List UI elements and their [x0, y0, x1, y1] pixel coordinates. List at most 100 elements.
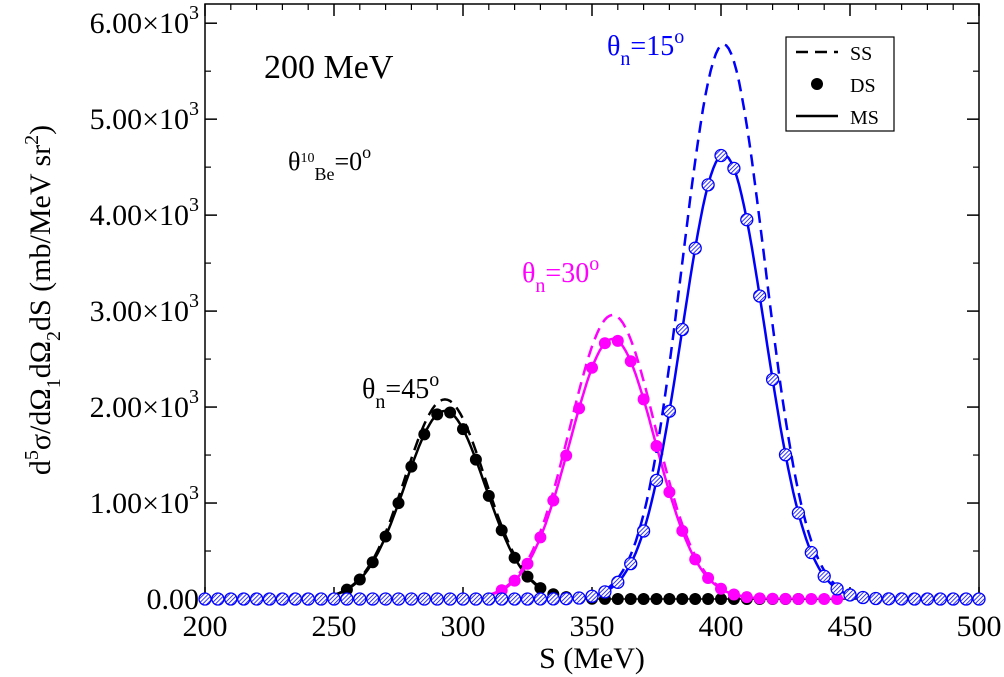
- ds-point-1: [624, 355, 637, 368]
- x-tick-label: 250: [312, 610, 357, 643]
- ds-point-2: [430, 592, 444, 606]
- series-label-0: θn=45o: [362, 369, 439, 413]
- ds-point-2: [275, 592, 290, 606]
- ds-point-1: [598, 337, 611, 350]
- ds-point-2: [740, 213, 754, 227]
- ds-point-0: [624, 592, 637, 605]
- ds-point-2: [249, 592, 264, 606]
- text-labels: θn=45o θn=30o θn=15o: [362, 26, 684, 413]
- y-tick-label: 1.00×103: [90, 482, 199, 520]
- ds-point-1: [715, 582, 727, 595]
- ds-point-2: [675, 322, 689, 337]
- ds-point-2: [933, 592, 947, 606]
- ds-point-1: [611, 334, 624, 347]
- ds-point-2: [894, 592, 909, 606]
- ds-point-0: [353, 573, 366, 586]
- ds-point-1: [831, 592, 844, 605]
- annotation-theta-be: θ10Be=0o: [288, 142, 371, 184]
- ds-point-1: [792, 592, 805, 605]
- ds-point-0: [444, 406, 457, 419]
- x-tick-label: 350: [570, 610, 615, 643]
- ds-point-2: [882, 592, 896, 606]
- ds-point-1: [663, 486, 676, 499]
- ds-point-2: [791, 506, 806, 520]
- ds-point-1: [508, 574, 521, 587]
- ds-point-0: [495, 524, 508, 537]
- ds-point-2: [611, 575, 625, 589]
- ds-point-2: [649, 473, 664, 487]
- ds-point-2: [495, 592, 509, 606]
- ds-point-2: [469, 592, 483, 606]
- ds-point-0: [702, 593, 715, 605]
- ds-point-1: [534, 531, 547, 544]
- x-tick-label: 300: [441, 610, 486, 643]
- ds-point-2: [507, 592, 522, 606]
- ds-point-1: [740, 591, 753, 604]
- ds-point-2: [753, 289, 767, 303]
- ds-point-2: [598, 585, 612, 599]
- y-tick-label: 4.00×103: [90, 194, 199, 232]
- ds-point-1: [650, 440, 663, 453]
- ds-point-2: [198, 592, 212, 606]
- ds-point-1: [521, 557, 534, 570]
- chart-title: 200 MeV: [264, 49, 394, 86]
- ds-point-2: [327, 592, 341, 606]
- ds-point-1: [753, 592, 766, 605]
- ds-point-0: [650, 592, 663, 605]
- ds-point-2: [224, 592, 238, 606]
- ds-point-2: [662, 404, 677, 418]
- ds-point-0: [534, 582, 547, 595]
- ds-point-2: [211, 592, 225, 606]
- ds-point-2: [456, 592, 470, 606]
- legend-ds-marker: [811, 78, 823, 90]
- ds-point-0: [611, 592, 624, 605]
- ds-point-0: [637, 592, 650, 605]
- ss-curve-0: [333, 398, 542, 596]
- x-axis-label: S (MeV): [539, 642, 645, 675]
- ds-point-0: [366, 556, 379, 569]
- ds-point-2: [636, 524, 651, 538]
- ds-point-2: [288, 592, 302, 606]
- ds-point-2: [972, 592, 986, 606]
- ds-point-2: [366, 592, 380, 606]
- ds-point-1: [805, 592, 818, 605]
- ds-point-2: [546, 592, 560, 606]
- ds-point-0: [340, 583, 353, 596]
- ds-point-2: [340, 592, 354, 606]
- ds-point-1: [689, 553, 702, 566]
- ms-curve-0: [333, 409, 542, 597]
- ds-point-2: [301, 592, 315, 606]
- legend-ms-label: MS: [850, 107, 879, 129]
- ds-point-0: [431, 408, 444, 421]
- ds-point-2: [482, 592, 496, 606]
- ds-point-2: [817, 569, 831, 583]
- ds-point-1: [560, 449, 573, 462]
- ds-point-2: [765, 372, 780, 387]
- ds-point-2: [907, 592, 922, 606]
- x-tick-label: 200: [183, 610, 228, 643]
- legend: SS DS MS: [785, 36, 895, 132]
- data-points: [198, 148, 986, 606]
- ds-point-2: [533, 592, 548, 606]
- ds-point-1: [818, 592, 831, 605]
- ds-point-2: [778, 448, 793, 462]
- legend-ss-label: SS: [850, 43, 872, 65]
- ds-point-2: [520, 592, 535, 606]
- ds-point-2: [856, 590, 870, 605]
- ds-point-1: [676, 524, 689, 537]
- ds-point-1: [573, 402, 586, 415]
- ds-point-0: [508, 551, 521, 564]
- ds-point-0: [392, 497, 405, 510]
- ds-point-0: [689, 593, 702, 605]
- ds-point-2: [843, 588, 857, 602]
- ds-point-1: [637, 393, 650, 406]
- y-tick-label: 5.00×103: [90, 98, 199, 136]
- ds-point-1: [702, 571, 715, 584]
- ds-point-1: [547, 494, 560, 507]
- ds-point-2: [314, 592, 328, 606]
- ds-point-0: [676, 593, 689, 605]
- y-tick-label: 0.00: [147, 583, 200, 616]
- series-label-2: θn=15o: [607, 26, 684, 70]
- ds-point-2: [946, 592, 960, 606]
